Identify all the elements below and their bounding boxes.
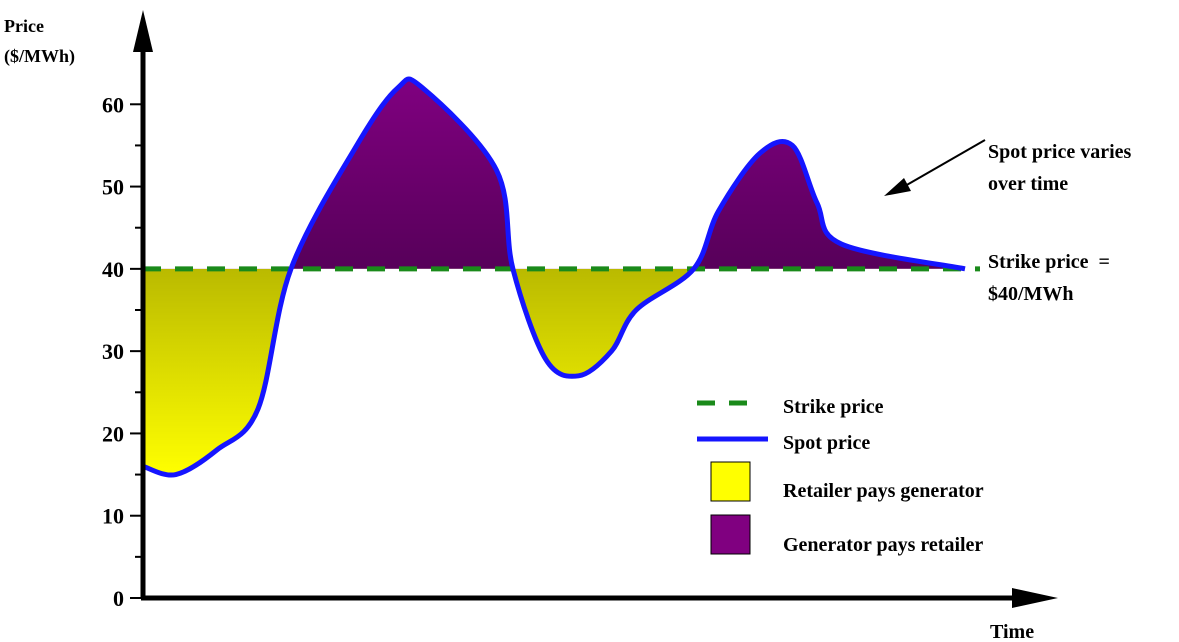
y-tick-label: 10: [102, 504, 124, 529]
y-tick-label: 50: [102, 175, 124, 200]
legend-retailer-swatch: [710, 461, 751, 502]
legend-label-spot: Spot price: [783, 432, 870, 454]
annotation-spot-varies-line2: over time: [988, 173, 1068, 195]
y-tick-label: 0: [113, 586, 124, 611]
y-axis-label-line1: Price: [4, 16, 44, 36]
annotation-spot-varies-line1: Spot price varies: [988, 141, 1132, 163]
legend: Strike price Spot price Retailer pays ge…: [697, 396, 984, 556]
legend-label-generator: Generator pays retailer: [783, 534, 983, 556]
y-tick-label: 20: [102, 421, 124, 446]
x-axis-label: Time: [990, 621, 1034, 642]
legend-generator-swatch: [710, 514, 751, 555]
y-tick-label: 40: [102, 257, 124, 282]
annotation-strike-line2: $40/MWh: [988, 283, 1074, 305]
y-axis-arrow-icon: [133, 10, 153, 52]
legend-label-strike: Strike price: [783, 396, 884, 418]
annotation-arrow-head-icon: [884, 178, 911, 196]
area-retailer-pays-generator: [143, 268, 694, 476]
y-tick-label: 30: [102, 339, 124, 364]
legend-label-retailer: Retailer pays generator: [783, 480, 984, 502]
y-axis-label-line2: ($/MWh): [4, 46, 75, 67]
area-generator-pays-retailer: [143, 79, 965, 269]
spot-price-line: [142, 76, 966, 478]
annotation-strike-line1: Strike price =: [988, 251, 1110, 273]
y-tick-label: 60: [102, 92, 124, 117]
annotation-arrow: [904, 139, 986, 187]
x-axis-arrow-icon: [1012, 588, 1058, 608]
